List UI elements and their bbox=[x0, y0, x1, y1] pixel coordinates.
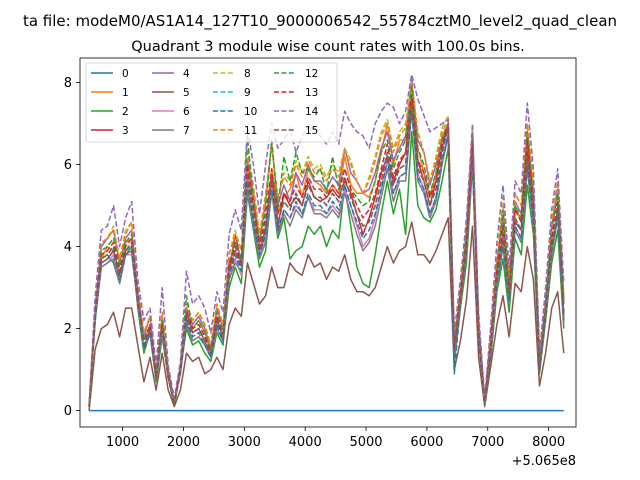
legend-box bbox=[85, 62, 338, 143]
plot-frame bbox=[79, 57, 577, 428]
legend-label: 12 bbox=[305, 68, 318, 80]
x-tick-label: 8000 bbox=[532, 435, 565, 450]
legend-label: 14 bbox=[305, 106, 319, 118]
series-line-12 bbox=[88, 85, 565, 407]
legend-label: 11 bbox=[244, 125, 257, 137]
y-axis: 0 2 4 6 8 bbox=[64, 76, 80, 419]
legend-label: 6 bbox=[183, 106, 190, 118]
x-tick-label: 6000 bbox=[410, 435, 443, 450]
x-axis: 1000 2000 3000 4000 5000 6000 7000 8000 bbox=[106, 427, 565, 450]
x-tick-label: 5000 bbox=[349, 435, 382, 450]
series-line-5 bbox=[88, 217, 565, 411]
legend-label: 7 bbox=[183, 125, 190, 137]
y-tick-label: 0 bbox=[64, 404, 72, 419]
series-line-15 bbox=[88, 102, 565, 407]
x-tick-label: 2000 bbox=[167, 435, 200, 450]
legend-label: 8 bbox=[244, 68, 251, 80]
chart-suptitle: ta file: modeM0/AS1A14_127T10_9000006542… bbox=[23, 12, 617, 31]
y-tick-label: 6 bbox=[64, 158, 72, 173]
y-tick-label: 4 bbox=[64, 240, 72, 255]
legend-label: 3 bbox=[122, 125, 129, 137]
legend-label: 1 bbox=[122, 87, 129, 99]
legend-label: 2 bbox=[122, 106, 129, 118]
x-tick-label: 4000 bbox=[289, 435, 322, 450]
legend-label: 15 bbox=[305, 125, 318, 137]
legend-label: 4 bbox=[183, 68, 190, 80]
legend-label: 5 bbox=[183, 87, 190, 99]
chart-title: Quadrant 3 module wise count rates with … bbox=[131, 39, 525, 55]
x-offset-label: +5.065e8 bbox=[512, 454, 576, 469]
legend-label: 10 bbox=[244, 106, 257, 118]
y-tick-label: 2 bbox=[64, 322, 72, 337]
x-tick-label: 7000 bbox=[471, 435, 504, 450]
x-tick-label: 1000 bbox=[106, 435, 139, 450]
series-line-13 bbox=[88, 94, 565, 407]
y-tick-label: 8 bbox=[64, 76, 72, 91]
x-tick-label: 3000 bbox=[228, 435, 261, 450]
legend-label: 13 bbox=[305, 87, 318, 99]
legend-label: 0 bbox=[122, 68, 129, 80]
legend-label: 9 bbox=[244, 87, 251, 99]
plot-lines bbox=[88, 73, 565, 412]
